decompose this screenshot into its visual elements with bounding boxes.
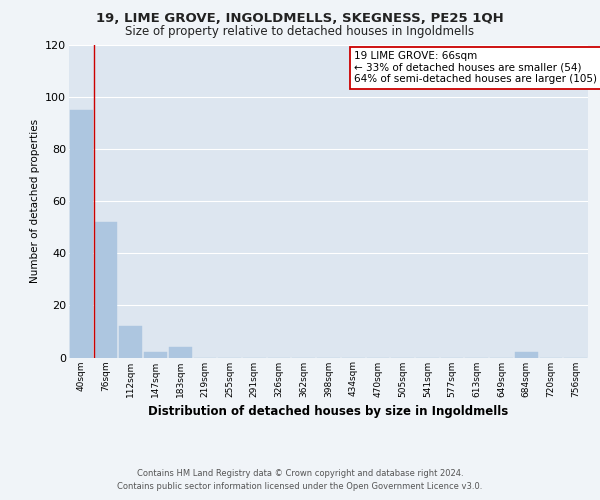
Bar — [95, 222, 118, 358]
Bar — [119, 326, 142, 358]
Text: Size of property relative to detached houses in Ingoldmells: Size of property relative to detached ho… — [125, 25, 475, 38]
Bar — [515, 352, 538, 358]
Bar — [70, 110, 93, 358]
Y-axis label: Number of detached properties: Number of detached properties — [29, 119, 40, 284]
Text: 19 LIME GROVE: 66sqm
← 33% of detached houses are smaller (54)
64% of semi-detac: 19 LIME GROVE: 66sqm ← 33% of detached h… — [355, 52, 600, 84]
X-axis label: Distribution of detached houses by size in Ingoldmells: Distribution of detached houses by size … — [148, 405, 509, 418]
Text: 19, LIME GROVE, INGOLDMELLS, SKEGNESS, PE25 1QH: 19, LIME GROVE, INGOLDMELLS, SKEGNESS, P… — [96, 12, 504, 26]
Bar — [169, 347, 191, 358]
Text: Contains public sector information licensed under the Open Government Licence v3: Contains public sector information licen… — [118, 482, 482, 491]
Text: Contains HM Land Registry data © Crown copyright and database right 2024.: Contains HM Land Registry data © Crown c… — [137, 468, 463, 477]
Bar — [144, 352, 167, 358]
